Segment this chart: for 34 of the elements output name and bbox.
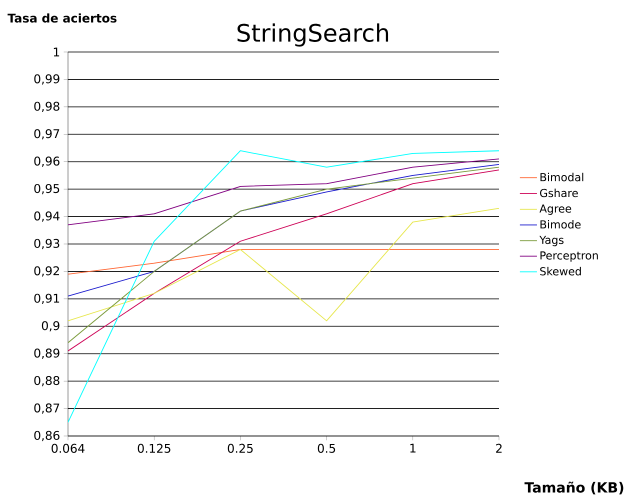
- legend-label: Perceptron: [540, 251, 598, 262]
- legend-label: Yags: [539, 236, 564, 246]
- y-tick-label: 0,9: [42, 321, 60, 332]
- line-series: [68, 158, 500, 226]
- y-tick-label: 0,87: [34, 403, 60, 414]
- y-tick-label: 0,86: [34, 430, 60, 442]
- y-tick-label: 0,98: [34, 102, 60, 112]
- x-tick-label: 0.064: [52, 444, 84, 453]
- y-tick-label: 0,99: [34, 74, 60, 85]
- y-tick-label: 0,93: [34, 238, 60, 250]
- line-series: [68, 150, 500, 423]
- x-tick-label: 0.5: [318, 444, 336, 453]
- legend-label: Bimodal: [540, 172, 584, 182]
- legend-label: Gshare: [540, 188, 578, 198]
- y-tick-label: 0,95: [34, 184, 60, 194]
- x-tick-label: 0.25: [228, 444, 253, 453]
- y-tick-label: 0,89: [34, 348, 60, 359]
- x-tick-label: 1: [410, 444, 416, 453]
- x-axis-title: Tamaño (KB): [524, 482, 624, 494]
- y-tick-label: 0,91: [34, 294, 60, 304]
- x-tick-label: 0.125: [138, 444, 170, 453]
- y-tick-label: 0,92: [34, 266, 59, 277]
- y-tick-label: 0,97: [34, 129, 60, 140]
- y-tick-label: 0,96: [34, 156, 60, 167]
- line-series: [68, 208, 500, 322]
- x-tick-label: 2: [496, 444, 502, 453]
- legend-label: Bimode: [540, 220, 581, 229]
- legend-label: Agree: [539, 204, 572, 215]
- y-tick-label: 0,88: [34, 376, 60, 386]
- y-axis-title: Tasa de aciertos: [8, 13, 117, 23]
- y-tick-label: 1: [54, 48, 60, 56]
- chart-title: StringSearch: [238, 23, 388, 47]
- legend-label: Skewed: [540, 266, 581, 276]
- y-tick-label: 0,94: [34, 211, 60, 222]
